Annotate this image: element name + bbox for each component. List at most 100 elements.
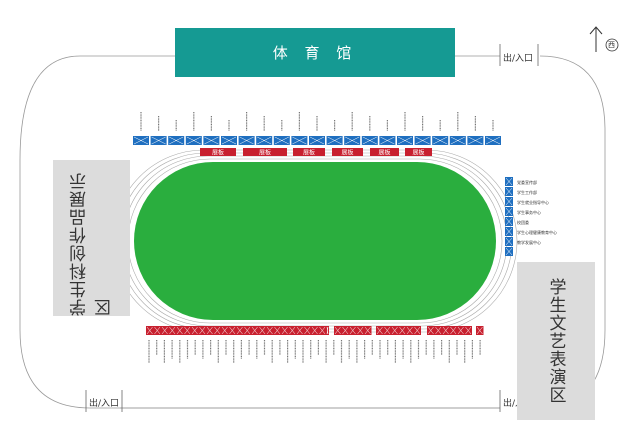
booth[interactable]	[318, 326, 327, 335]
banner: 展板	[200, 148, 236, 157]
banner: 展板	[293, 148, 325, 157]
north-arrow-icon	[589, 26, 619, 52]
booth[interactable]	[349, 326, 357, 335]
booth[interactable]	[228, 326, 237, 335]
booth[interactable]	[146, 326, 154, 335]
exit-top-right: 出/入口	[503, 54, 534, 64]
booth[interactable]	[185, 136, 202, 145]
booth[interactable]	[398, 326, 407, 335]
booth[interactable]	[273, 326, 282, 335]
booth[interactable]	[505, 177, 513, 186]
banner-label: 展板	[212, 149, 224, 157]
booth[interactable]	[258, 326, 267, 335]
booth[interactable]	[150, 136, 167, 145]
booth[interactable]	[281, 326, 289, 335]
booth[interactable]	[291, 136, 308, 145]
booth[interactable]	[434, 326, 443, 335]
booth-label: 学生事务中心	[517, 210, 541, 215]
banner: 展板	[405, 148, 432, 157]
booth[interactable]	[311, 326, 319, 335]
booth[interactable]	[379, 136, 396, 145]
zone-science-exhibition: 学生科创作品展示区	[53, 160, 130, 316]
booth[interactable]	[153, 326, 162, 335]
booth[interactable]	[326, 326, 329, 335]
booth-label: 教学发展中心	[517, 240, 541, 245]
booth[interactable]	[206, 326, 214, 335]
zone-label: 学生科创作品展示区	[69, 172, 115, 316]
booth[interactable]	[334, 326, 342, 335]
booth[interactable]	[505, 217, 513, 226]
booth-label: 学生心理健康教育中心	[517, 230, 557, 235]
booth[interactable]	[505, 237, 513, 246]
booth[interactable]	[397, 136, 413, 145]
booth[interactable]	[288, 326, 297, 335]
booth[interactable]	[505, 227, 513, 236]
booth[interactable]	[505, 207, 513, 216]
booth[interactable]	[266, 326, 274, 335]
booth-label: 党委宣传部	[517, 180, 537, 185]
booth[interactable]	[309, 136, 325, 145]
booth[interactable]	[203, 136, 220, 145]
booth-label: 校团委	[517, 220, 529, 225]
booth[interactable]	[303, 326, 312, 335]
booth[interactable]	[364, 326, 372, 335]
right-booth-column	[505, 177, 513, 256]
booth[interactable]	[467, 136, 484, 145]
banner: 展板	[370, 148, 399, 157]
booth[interactable]	[449, 326, 458, 335]
booth[interactable]	[168, 136, 185, 145]
booth[interactable]	[238, 136, 255, 145]
booth[interactable]	[161, 326, 169, 335]
booth[interactable]	[413, 326, 422, 335]
booth[interactable]	[505, 247, 513, 256]
gymnasium: 体 育 馆	[175, 28, 455, 77]
banner-label: 展板	[341, 149, 353, 157]
booth[interactable]	[442, 326, 450, 335]
booth[interactable]	[326, 136, 343, 145]
booth[interactable]	[432, 136, 449, 145]
booth[interactable]	[213, 326, 222, 335]
banner: 展板	[332, 148, 363, 157]
zone-performance: 学生文艺表演区	[517, 262, 595, 420]
booth[interactable]	[168, 326, 177, 335]
booth[interactable]	[183, 326, 192, 335]
booth[interactable]	[296, 326, 304, 335]
top-booth-row	[133, 112, 501, 145]
booth[interactable]	[391, 326, 399, 335]
booth[interactable]	[221, 136, 237, 145]
booth-label: 学生工作部	[517, 190, 537, 195]
booth[interactable]	[221, 326, 229, 335]
booth[interactable]	[476, 326, 484, 335]
booth[interactable]	[256, 136, 273, 145]
booth[interactable]	[427, 326, 435, 335]
compass-label: 西	[608, 41, 615, 49]
booth[interactable]	[505, 187, 513, 196]
banner-label: 展板	[378, 149, 390, 157]
banner-row: 展板 展板 展板 展板 展板 展板	[200, 148, 432, 157]
booth[interactable]	[133, 136, 149, 145]
booth[interactable]	[251, 326, 259, 335]
booth[interactable]	[383, 326, 392, 335]
booth[interactable]	[406, 326, 414, 335]
booth[interactable]	[361, 136, 378, 145]
booth[interactable]	[344, 136, 361, 145]
bottom-booth-row	[146, 326, 484, 363]
booth[interactable]	[243, 326, 252, 335]
booth[interactable]	[191, 326, 199, 335]
booth[interactable]	[341, 326, 350, 335]
booth[interactable]	[414, 136, 431, 145]
booth[interactable]	[449, 136, 466, 145]
booth[interactable]	[176, 326, 184, 335]
booth[interactable]	[457, 326, 465, 335]
booth[interactable]	[198, 326, 207, 335]
banner-label: 展板	[259, 149, 271, 157]
booth[interactable]	[273, 136, 290, 145]
booth[interactable]	[505, 197, 513, 206]
booth[interactable]	[376, 326, 384, 335]
booth[interactable]	[464, 326, 473, 335]
booth[interactable]	[236, 326, 244, 335]
booth[interactable]	[485, 136, 501, 145]
football-field	[134, 162, 496, 320]
exit-bottom-left: 出/入口	[89, 399, 120, 409]
booth[interactable]	[356, 326, 365, 335]
